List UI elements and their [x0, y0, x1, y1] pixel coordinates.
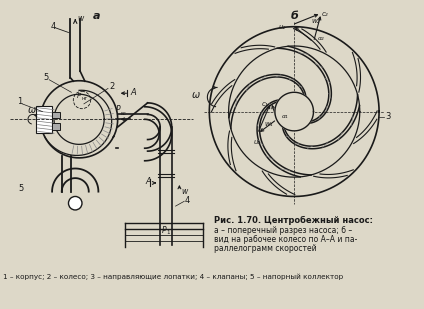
- Text: 4: 4: [184, 196, 190, 205]
- Text: Р: Р: [116, 105, 120, 114]
- Text: α₂: α₂: [318, 36, 325, 41]
- Text: u₂: u₂: [279, 24, 286, 30]
- Text: ω: ω: [28, 105, 36, 115]
- Text: раллелограмм скоростей: раллелограмм скоростей: [214, 244, 317, 253]
- Polygon shape: [275, 92, 313, 131]
- Text: w: w: [181, 187, 187, 196]
- Text: Рис. 1.70. Центробежный насос:: Рис. 1.70. Центробежный насос:: [214, 216, 373, 225]
- Text: c₂: c₂: [322, 11, 329, 17]
- Text: w: w: [77, 14, 84, 23]
- Text: вид на рабочее колесо по А–А и па-: вид на рабочее колесо по А–А и па-: [214, 235, 357, 244]
- Text: вс: вс: [120, 112, 127, 116]
- Text: 1 – корпус; 2 – колесо; 3 – направляющие лопатки; 4 – клапаны; 5 – напорный колл: 1 – корпус; 2 – колесо; 3 – направляющие…: [3, 274, 343, 280]
- Text: а: а: [93, 11, 100, 21]
- Text: 1: 1: [166, 230, 170, 235]
- Text: w₁: w₁: [265, 121, 273, 127]
- Text: Р: Р: [162, 226, 167, 235]
- Text: 1: 1: [17, 97, 22, 106]
- Text: нг: нг: [81, 95, 87, 100]
- Polygon shape: [52, 123, 60, 130]
- Text: ω: ω: [192, 90, 200, 100]
- Text: Р: Р: [77, 93, 81, 99]
- Text: а – поперечный разрез насоса; б –: а – поперечный разрез насоса; б –: [214, 226, 352, 235]
- Text: u₁: u₁: [254, 138, 261, 145]
- Polygon shape: [52, 112, 60, 118]
- Text: 5: 5: [44, 73, 49, 82]
- Text: 4: 4: [50, 22, 56, 31]
- Polygon shape: [36, 106, 52, 133]
- Text: б: б: [290, 11, 298, 21]
- Text: A: A: [130, 88, 136, 97]
- Text: A: A: [146, 177, 151, 187]
- Text: α₁: α₁: [282, 114, 288, 120]
- Text: 5: 5: [19, 184, 24, 193]
- Text: c₁: c₁: [262, 101, 268, 107]
- Text: 3: 3: [385, 112, 390, 121]
- Text: 2: 2: [109, 82, 114, 91]
- Text: w₂: w₂: [312, 18, 320, 24]
- Circle shape: [69, 197, 82, 210]
